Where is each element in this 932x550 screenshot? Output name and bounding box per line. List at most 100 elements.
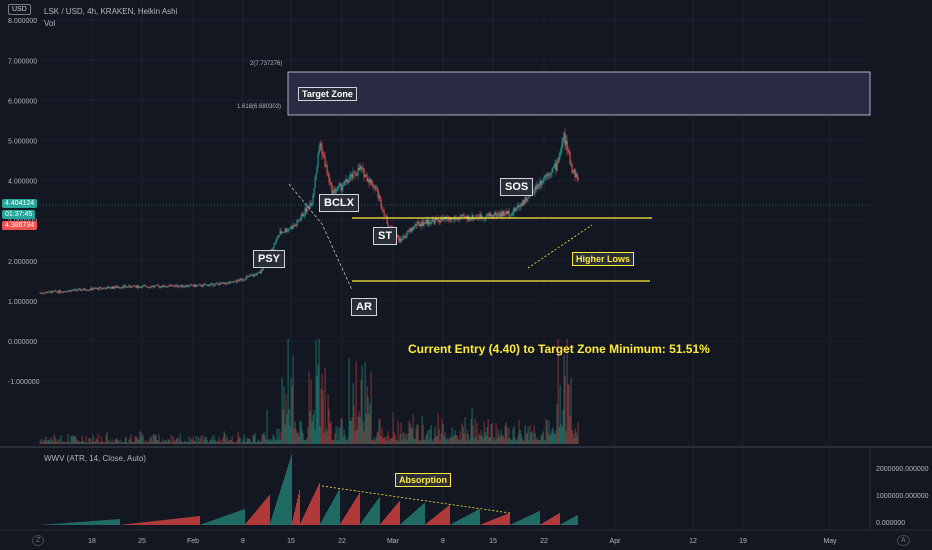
psy-label: PSY xyxy=(253,250,286,268)
wwv-bar xyxy=(478,509,479,525)
volume-bar xyxy=(563,354,565,444)
volume-bar xyxy=(356,429,358,444)
candle-body xyxy=(202,284,204,287)
volume-bar xyxy=(447,440,449,444)
wwv-bar xyxy=(310,501,311,525)
wwv-bar xyxy=(350,507,351,525)
volume-bar xyxy=(400,422,402,444)
wwv-bar xyxy=(532,514,533,525)
wwv-bar xyxy=(101,520,102,525)
volume-bar xyxy=(87,442,89,444)
candle-body xyxy=(176,285,178,287)
candle-body xyxy=(244,279,246,281)
wwv-bar xyxy=(218,518,219,525)
auto-scale-icon[interactable]: A xyxy=(897,535,910,546)
volume-bar xyxy=(564,375,566,444)
candle-body xyxy=(405,235,407,238)
wwv-bar xyxy=(383,520,384,525)
volume-bar xyxy=(225,439,227,444)
candle-body xyxy=(335,191,337,193)
timezone-icon[interactable]: Z xyxy=(32,535,45,546)
wwv-bar xyxy=(375,502,376,525)
wwv-bar xyxy=(51,524,52,525)
wwv-bar xyxy=(472,512,473,525)
wwv-bar xyxy=(353,502,354,525)
wwv-bar xyxy=(118,519,119,525)
volume-bar xyxy=(527,426,529,444)
volume-bar xyxy=(308,370,310,444)
wwv-bar xyxy=(224,516,225,525)
candle-body xyxy=(454,218,456,221)
wwv-bar xyxy=(195,516,196,525)
volume-bar xyxy=(187,441,189,444)
wwv-bar xyxy=(173,518,174,525)
volume-bar xyxy=(299,421,301,444)
wwv-bar xyxy=(229,514,230,525)
candle-body xyxy=(313,188,315,196)
wwv-bar xyxy=(517,521,518,525)
candle-body xyxy=(549,173,551,176)
wwv-bar xyxy=(452,523,453,525)
candle-body xyxy=(520,203,522,207)
candle-body xyxy=(337,186,339,190)
wwv-bar xyxy=(395,505,396,525)
volume-bar xyxy=(167,439,169,444)
wwv-bar xyxy=(285,474,286,525)
wwv-bar xyxy=(89,521,90,525)
candle-body xyxy=(132,285,134,287)
candle-body xyxy=(296,220,298,226)
candle-body xyxy=(414,224,416,227)
wwv-bar xyxy=(513,523,514,525)
volume-bar xyxy=(352,382,354,444)
candle-body xyxy=(506,211,508,214)
volume-bar xyxy=(442,423,444,444)
volume-bar xyxy=(518,420,520,444)
candle-body xyxy=(309,203,311,208)
candle-body xyxy=(436,217,438,220)
wwv-label: WWV (ATR, 14, Close, Auto) xyxy=(44,454,147,463)
wwv-bar xyxy=(98,520,99,525)
wwv-bar xyxy=(67,522,68,525)
candle-body xyxy=(575,174,577,178)
wwv-bar xyxy=(180,518,181,525)
wwv-bar xyxy=(97,520,98,525)
volume-bar xyxy=(384,437,386,444)
wwv-bar xyxy=(414,511,415,525)
volume-bar xyxy=(280,432,282,444)
volume-bar xyxy=(315,339,317,444)
volume-bar xyxy=(55,441,57,444)
volume-bar xyxy=(162,439,164,444)
candle-body xyxy=(81,289,83,291)
candle-body xyxy=(427,219,429,225)
volume-bar xyxy=(283,386,285,444)
wwv-bar xyxy=(566,521,567,525)
wwv-bar xyxy=(201,524,202,525)
wwv-bar xyxy=(500,516,501,525)
wwv-bar xyxy=(99,520,100,525)
time-tick-label: Feb xyxy=(187,538,199,545)
wwv-bar xyxy=(228,514,229,525)
volume-bar xyxy=(259,442,261,444)
wwv-bar xyxy=(498,517,499,525)
candle-body xyxy=(216,283,218,284)
candle-body xyxy=(123,285,125,287)
volume-bar xyxy=(289,426,291,444)
volume-bar xyxy=(567,383,569,444)
volume-bar xyxy=(424,439,426,444)
volume-bar xyxy=(468,440,470,444)
volume-bar xyxy=(339,427,341,444)
candle-body xyxy=(556,161,558,171)
wwv-bar xyxy=(212,520,213,525)
volume-bar xyxy=(380,435,382,444)
time-tick-label: 15 xyxy=(287,538,295,545)
volume-bar xyxy=(307,427,309,444)
candle-body xyxy=(330,182,332,186)
currency-badge[interactable]: USD xyxy=(8,4,31,15)
candle-body xyxy=(311,203,313,206)
volume-bar xyxy=(56,439,58,444)
candle-body xyxy=(470,218,472,221)
candle-body xyxy=(142,285,144,287)
volume-bar xyxy=(515,440,517,444)
candle-body xyxy=(287,229,289,231)
candle-body xyxy=(125,287,127,288)
